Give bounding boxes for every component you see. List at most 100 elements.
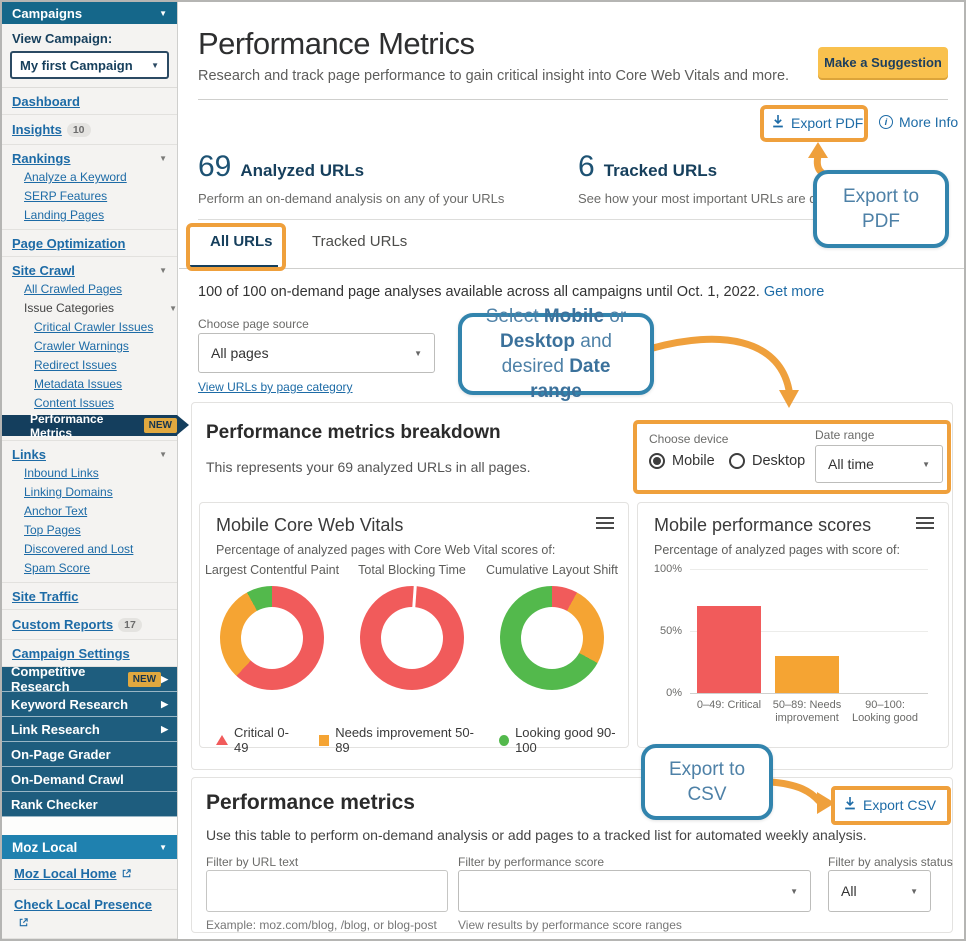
main-content: Performance Metrics Research and track p… <box>179 2 964 939</box>
sidebar-item-linking-domains[interactable]: Linking Domains <box>2 483 177 502</box>
date-range-select[interactable]: All time ▼ <box>815 445 943 483</box>
callout-text: PDF <box>861 211 900 232</box>
sidebar-item-check-local-presence[interactable]: Check Local Presence <box>2 890 177 939</box>
sidebar-item-redirect-issues[interactable]: Redirect Issues <box>2 356 177 375</box>
view-urls-by-category-link[interactable]: View URLs by page category <box>198 380 353 394</box>
sidebar-item-campaign-settings[interactable]: Campaign Settings <box>2 640 177 667</box>
legend-looking-good-label: Looking good 90-100 <box>515 725 616 755</box>
sidebar-item-keyword-research[interactable]: Keyword Research ▶ <box>2 692 177 717</box>
sidebar-item-spam-score[interactable]: Spam Score <box>2 559 177 583</box>
breakdown-description: This represents your 69 analyzed URLs in… <box>206 459 531 475</box>
sidebar-item-discovered-and-lost[interactable]: Discovered and Lost <box>2 540 177 559</box>
more-info-button[interactable]: i More Info <box>879 114 958 130</box>
sidebar-item-site-crawl[interactable]: Site Crawl ▼ <box>2 257 177 280</box>
analyze-a-keyword-link[interactable]: Analyze a Keyword <box>24 170 127 184</box>
critical-crawler-issues-link[interactable]: Critical Crawler Issues <box>34 320 154 334</box>
moz-local-home-link[interactable]: Moz Local Home <box>14 866 117 881</box>
mobile-radio[interactable]: Mobile <box>649 453 715 469</box>
new-badge: NEW <box>127 671 162 687</box>
gridline-50 <box>690 631 928 632</box>
sidebar-item-rank-checker[interactable]: Rank Checker <box>2 792 177 817</box>
landing-pages-link[interactable]: Landing Pages <box>24 208 105 222</box>
campaign-settings-link[interactable]: Campaign Settings <box>12 646 130 661</box>
site-crawl-link[interactable]: Site Crawl <box>12 263 75 278</box>
discovered-and-lost-link[interactable]: Discovered and Lost <box>24 542 134 556</box>
sidebar-item-on-demand-crawl[interactable]: On-Demand Crawl <box>2 767 177 792</box>
sidebar-item-competitive-research[interactable]: Competitive Research NEW ▶ <box>2 664 177 694</box>
content-issues-link[interactable]: Content Issues <box>34 396 115 410</box>
filter-url-input[interactable] <box>206 870 448 912</box>
sidebar-item-anchor-text[interactable]: Anchor Text <box>2 502 177 521</box>
chart-menu-icon[interactable] <box>596 517 614 529</box>
choose-device-label: Choose device <box>649 432 729 446</box>
dashboard-link[interactable]: Dashboard <box>12 94 80 109</box>
sidebar-item-moz-local-home[interactable]: Moz Local Home <box>2 859 177 890</box>
sidebar-item-metadata-issues[interactable]: Metadata Issues <box>2 375 177 394</box>
sidebar-item-link-research[interactable]: Link Research ▶ <box>2 717 177 742</box>
sidebar-item-landing-pages[interactable]: Landing Pages <box>2 206 177 230</box>
sidebar-item-inbound-links[interactable]: Inbound Links <box>2 464 177 483</box>
sidebar-item-site-traffic[interactable]: Site Traffic <box>2 583 177 610</box>
quota-text: 100 of 100 on-demand page analyses avail… <box>198 284 824 300</box>
site-traffic-link[interactable]: Site Traffic <box>12 589 79 604</box>
active-tab-underline <box>190 265 278 268</box>
top-pages-link[interactable]: Top Pages <box>24 523 81 537</box>
crawler-warnings-link[interactable]: Crawler Warnings <box>34 339 129 353</box>
core-web-vitals-card: Mobile Core Web Vitals Percentage of ana… <box>199 502 629 755</box>
metadata-issues-link[interactable]: Metadata Issues <box>34 377 123 391</box>
sidebar-item-serp-features[interactable]: SERP Features <box>2 187 177 206</box>
sidebar-item-rankings[interactable]: Rankings ▼ <box>2 145 177 168</box>
campaign-select[interactable]: My first Campaign ▼ <box>10 51 169 79</box>
sidebar-item-page-optimization[interactable]: Page Optimization <box>2 230 177 257</box>
spam-score-link[interactable]: Spam Score <box>24 561 91 575</box>
export-csv-button[interactable]: Export CSV <box>843 796 936 813</box>
sidebar-item-on-page-grader[interactable]: On-Page Grader <box>2 742 177 767</box>
tab-tracked-urls[interactable]: Tracked URLs <box>312 233 408 250</box>
chevron-down-icon: ▼ <box>169 304 177 313</box>
export-to-pdf-callout: Export to PDF <box>813 170 949 248</box>
desktop-radio[interactable]: Desktop <box>729 453 805 469</box>
tab-all-urls[interactable]: All URLs <box>210 233 273 250</box>
custom-reports-link[interactable]: Custom Reports <box>12 617 114 632</box>
sidebar-item-analyze-a-keyword[interactable]: Analyze a Keyword <box>2 168 177 187</box>
sidebar-item-issue-categories[interactable]: Issue Categories ▼ <box>2 299 177 318</box>
inbound-links-link[interactable]: Inbound Links <box>24 466 99 480</box>
sidebar-item-all-crawled-pages[interactable]: All Crawled Pages <box>2 280 177 299</box>
sidebar-item-content-issues[interactable]: Content Issues <box>2 394 177 413</box>
anchor-text-link[interactable]: Anchor Text <box>24 504 88 518</box>
sidebar-item-links[interactable]: Links ▼ <box>2 440 177 464</box>
sidebar-item-dashboard[interactable]: Dashboard <box>2 88 177 115</box>
export-pdf-button[interactable]: Export PDF <box>771 114 863 131</box>
sidebar-item-insights[interactable]: Insights 10 <box>2 115 177 145</box>
campaign-select-value: My first Campaign <box>20 57 133 73</box>
get-more-link[interactable]: Get more <box>763 284 825 300</box>
chart-menu-icon[interactable] <box>916 517 934 529</box>
sidebar-item-performance-metrics-selected[interactable]: Performance Metrics NEW <box>2 412 189 440</box>
moz-local-header[interactable]: Moz Local ▼ <box>2 835 177 859</box>
check-local-presence-link[interactable]: Check Local Presence <box>14 897 153 912</box>
filter-score-select[interactable]: ▼ <box>458 870 811 912</box>
all-crawled-pages-link[interactable]: All Crawled Pages <box>24 282 123 296</box>
filter-status-label: Filter by analysis status <box>828 855 953 869</box>
sidebar-item-critical-crawler-issues[interactable]: Critical Crawler Issues <box>2 318 177 337</box>
filter-status-select[interactable]: All ▼ <box>828 870 931 912</box>
filter-url-helper: Example: moz.com/blog, /blog, or blog-po… <box>206 918 437 932</box>
sidebar-item-custom-reports[interactable]: Custom Reports 17 <box>2 610 177 640</box>
page-optimization-link[interactable]: Page Optimization <box>12 236 126 251</box>
campaigns-header[interactable]: Campaigns ▼ <box>2 2 177 24</box>
radio-unselected-icon <box>729 453 745 469</box>
links-link[interactable]: Links <box>12 447 46 462</box>
linking-domains-link[interactable]: Linking Domains <box>24 485 113 499</box>
desktop-radio-label: Desktop <box>752 453 806 469</box>
serp-features-link[interactable]: SERP Features <box>24 189 108 203</box>
insights-link[interactable]: Insights <box>12 122 62 137</box>
make-a-suggestion-button[interactable]: Make a Suggestion <box>818 47 948 78</box>
redirect-issues-link[interactable]: Redirect Issues <box>34 358 117 372</box>
rankings-link[interactable]: Rankings <box>12 151 71 166</box>
sidebar-item-top-pages[interactable]: Top Pages <box>2 521 177 540</box>
table-section-heading: Performance metrics <box>206 791 415 814</box>
divider <box>198 99 948 100</box>
xcat-critical: 0–49: Critical <box>696 699 762 711</box>
page-source-select[interactable]: All pages ▼ <box>198 333 435 373</box>
sidebar-item-crawler-warnings[interactable]: Crawler Warnings <box>2 337 177 356</box>
